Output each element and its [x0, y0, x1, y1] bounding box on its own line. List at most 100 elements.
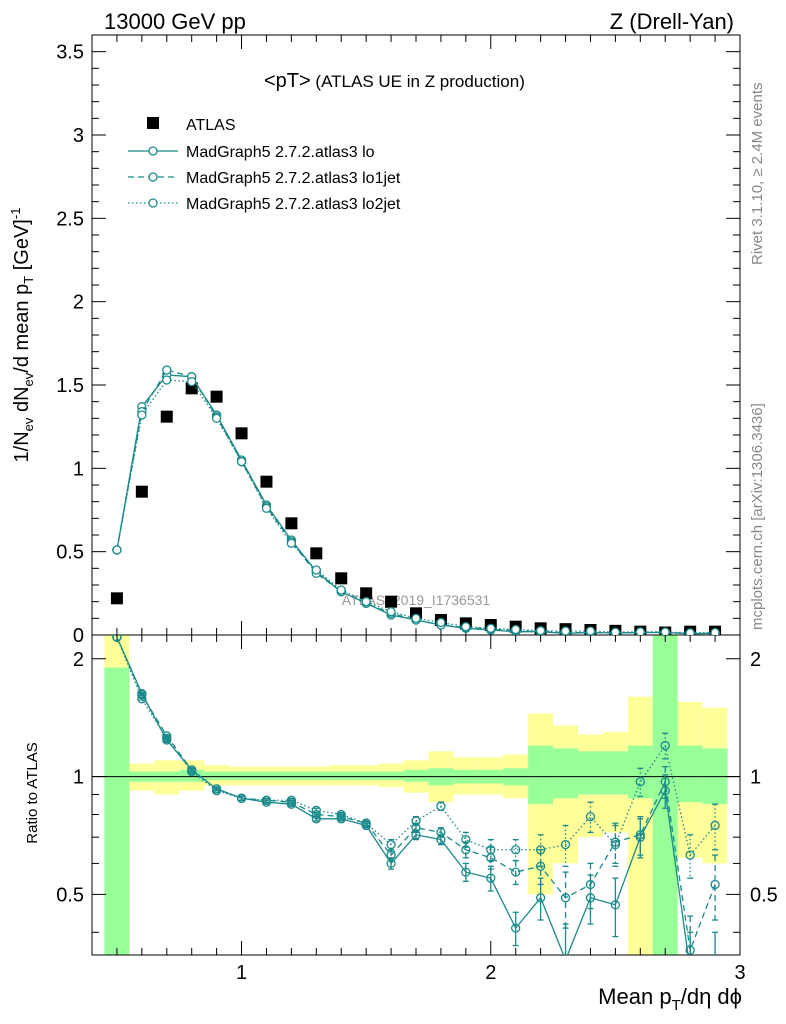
ratio-point-dotted	[187, 766, 197, 777]
main-y-tick-label: 3.5	[56, 42, 84, 64]
mc-point-dotted	[236, 457, 247, 467]
ratio-point-dashed	[535, 861, 546, 871]
band-inner-bin	[677, 745, 703, 803]
legend-label-lo: MadGraph5 2.7.2.atlas3 lo	[186, 144, 375, 161]
atlas-data-point	[135, 485, 148, 498]
ratio-point-dashed	[511, 867, 521, 877]
mc-point-dotted	[112, 545, 122, 555]
plot-title: <pT> (ATLAS UE in Z production)	[264, 70, 525, 92]
band-inner-bin	[578, 751, 603, 795]
ratio-point-dashed	[411, 823, 421, 833]
plot-title-main: <pT>	[264, 70, 311, 92]
axis-ticks	[91, 34, 741, 955]
ratio-point-dotted	[386, 839, 396, 850]
ratio-point-dotted	[236, 793, 247, 803]
main-y-tick-label: 2	[73, 292, 84, 314]
ratio-point-dotted	[436, 801, 446, 811]
band-inner-bin	[627, 745, 653, 799]
ratio-point-solid	[686, 966, 694, 974]
main-y-tick-label: 2.5	[56, 208, 84, 230]
mc-point-dotted	[660, 627, 670, 635]
ratio-point-solid	[535, 893, 546, 903]
atlas-data-point	[210, 390, 223, 403]
ratio-point-dotted	[361, 818, 371, 828]
band-inner-bin	[378, 771, 404, 780]
ratio-point-dashed	[710, 879, 720, 890]
legend-label-atlas: ATLAS	[186, 117, 236, 134]
legend-marker-lo1jet	[148, 172, 158, 182]
ratio-point-dotted	[635, 777, 645, 787]
atlas-data-point	[310, 547, 323, 560]
ratio-point-solid	[461, 867, 471, 877]
band-inner-bin	[328, 771, 354, 780]
legend-marker-lo2jet	[148, 198, 158, 208]
tick-labels: 0 0.5 1 1.5 2 2.5 3 3.5 0.5 0.5 1 1 2 2 1 2 3	[56, 42, 778, 984]
ratio-y-tick-label-right: 2	[750, 649, 761, 671]
watermark: ATLAS_2019_I1736531	[342, 592, 491, 608]
mc-point-dotted	[486, 623, 496, 633]
ratio-point-solid	[610, 900, 621, 910]
atlas-data-point	[260, 475, 273, 488]
legend-label-lo2jet: MadGraph5 2.7.2.atlas3 lo2jet	[186, 196, 401, 213]
mc-point-dotted	[361, 597, 371, 607]
ratio-point-solid	[436, 834, 446, 845]
ratio-point-dotted	[486, 845, 496, 855]
band-inner-bin	[229, 771, 254, 780]
x-tick-label: 1	[236, 962, 247, 984]
atlas-data-point	[185, 382, 198, 395]
ratio-point-dotted	[211, 786, 222, 796]
atlas-data-point	[285, 517, 298, 530]
mc-point-dotted	[261, 503, 272, 513]
legend-marker-atlas	[147, 117, 159, 129]
rivet-label: Rivet 3.1.10, ≥ 2.4M events	[749, 83, 766, 266]
mc-point-dotted	[710, 627, 720, 635]
ratio-point-dotted	[336, 809, 346, 820]
atlas-data-point	[235, 427, 248, 440]
ratio-point-dotted	[311, 805, 321, 815]
ratio-point-solid	[486, 873, 496, 883]
main-series	[110, 365, 722, 635]
mc-point-dotted	[411, 613, 421, 623]
ratio-point-dashed	[685, 945, 695, 955]
ratio-point-dotted	[411, 816, 421, 826]
band-inner-bin	[553, 748, 578, 799]
header-right: Z (Drell-Yan)	[610, 9, 734, 34]
band-inner-bin	[104, 667, 130, 955]
main-y-axis-label: 1/Nev dNev/d mean pT [GeV]-1	[8, 208, 36, 463]
mc-point-dotted	[336, 585, 346, 595]
band-inner-bin	[204, 771, 230, 780]
ratio-point-dotted	[162, 733, 172, 744]
ratio-point-dotted	[710, 820, 720, 831]
mc-point-dotted	[436, 617, 446, 628]
mc-point-dotted	[386, 607, 396, 617]
band-inner-bin	[602, 751, 628, 795]
main-y-tick-label: 0.5	[56, 542, 84, 564]
ratio-point-dashed	[585, 879, 596, 890]
mc-point-dotted	[635, 627, 645, 635]
mc-point-dotted	[162, 375, 172, 385]
mc-point-dotted	[137, 410, 147, 420]
ratio-point-dotted	[685, 850, 695, 860]
band-inner-bin	[353, 771, 379, 780]
main-y-tick-label: 3	[73, 125, 84, 147]
band-inner-bin	[278, 771, 304, 780]
ratio-point-dashed	[560, 893, 571, 903]
ratio-point-dotted	[660, 740, 670, 751]
band-inner-bin	[403, 769, 429, 782]
mc-point-dotted	[610, 627, 621, 635]
x-tick-label: 3	[734, 962, 745, 984]
atlas-data-point	[160, 410, 173, 423]
mc-point-dotted	[535, 626, 546, 635]
mc-point-dotted	[511, 624, 521, 635]
ratio-y-tick-label-left: 1	[73, 767, 84, 789]
ratio-y-tick-label-right: 1	[750, 767, 761, 789]
mc-point-dotted	[560, 626, 571, 635]
mcplots-label: mcplots.cern.ch [arXiv:1306.3436]	[749, 403, 766, 630]
ratio-point-solid	[562, 956, 570, 964]
ratio-point-dashed	[436, 827, 446, 838]
ratio-y-tick-label-left: 2	[73, 649, 84, 671]
mc-point-dotted	[211, 413, 222, 423]
mc-point-dotted	[585, 626, 596, 635]
ratio-point-dotted	[112, 635, 122, 642]
